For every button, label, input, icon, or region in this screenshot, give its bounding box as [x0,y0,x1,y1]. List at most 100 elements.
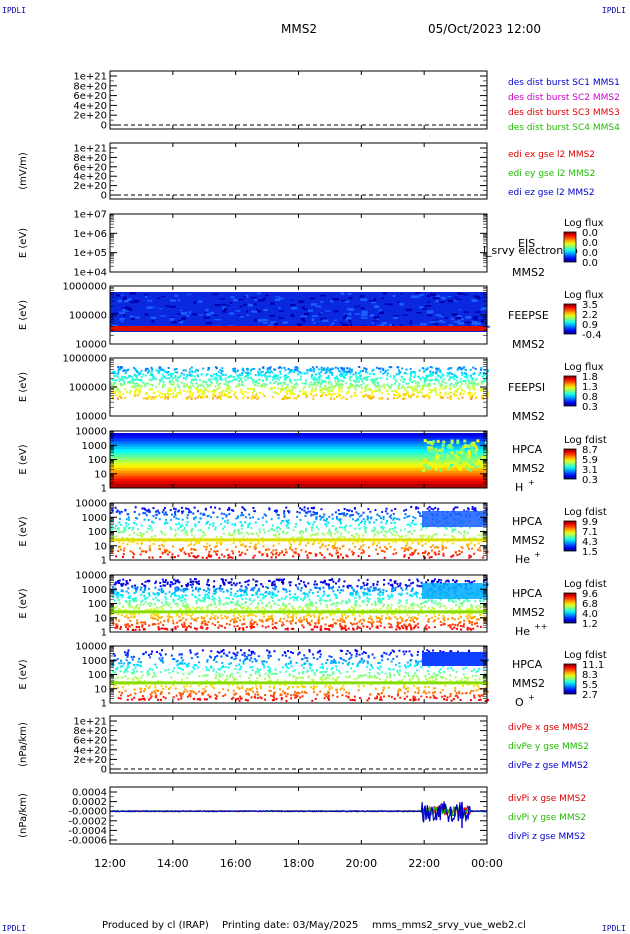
spectrogram-pixel [420,528,423,531]
spectrogram-pixel [371,543,374,546]
spectrogram-pixel [194,397,197,400]
spectrogram-pixel [133,393,136,396]
spectrogram-pixel [365,592,368,595]
spectrogram-pixel [161,368,164,371]
y-tick-label: 1000000 [62,354,107,365]
spectrogram-pixel [465,598,468,601]
spectrogram-pixel [206,520,209,523]
spectrogram-pixel [420,514,423,517]
spectrogram-pixel [473,388,476,391]
spectrogram-pixel [246,396,249,399]
spectrogram-pixel [263,385,266,388]
spectrogram-pixel [432,606,435,609]
spectrogram-pixel [122,383,125,386]
spectrogram-pixel [138,391,141,394]
spectrogram-pixel [211,622,214,625]
spectrogram-pixel [194,618,197,621]
spectrogram-pixel [357,523,360,526]
spectrogram-pixel [239,595,242,598]
datetime-title: 05/Oct/2023 12:00 [428,22,542,36]
spectrogram-pixel [190,533,193,536]
spectrogram-pixel [349,372,352,375]
spectrogram-pixel [158,379,161,382]
spectrogram-pixel [389,579,392,582]
spectrogram-pixel [240,523,243,526]
spectrogram-pixel [260,371,263,374]
spectrogram-pixel [475,378,478,381]
spectrogram-pixel [319,552,322,555]
spectrogram-pixel [339,394,342,397]
spectrogram-speck [348,296,353,300]
spectrogram-speck [121,307,127,310]
spectrogram-pixel [447,467,451,471]
spectrogram-pixel [362,625,365,628]
spectrogram-pixel [148,547,151,550]
spectrogram-pixel [386,547,389,550]
spectrogram-pixel [218,603,221,606]
spectrogram-pixel [361,613,364,616]
spectrogram-pixel [406,592,409,595]
spectrogram-pixel [293,379,296,382]
spectrogram-pixel [206,385,209,388]
spectrogram-pixel [165,513,168,516]
spectrogram-pixel [248,513,251,516]
spectrogram-pixel [402,377,405,380]
spectrogram-pixel [151,369,154,372]
spectrogram-pixel [430,374,433,377]
spectrogram-pixel [318,378,321,381]
spectrogram-pixel [229,556,232,559]
spectrogram-pixel [439,468,443,472]
spectrogram-pixel [254,548,257,551]
spectrogram-pixel [448,367,451,370]
spectrogram-speck [257,319,264,322]
spectrogram-pixel [434,467,438,471]
spectrogram-pixel [168,591,171,594]
spectrogram-pixel [456,554,459,557]
spectrogram-pixel [303,386,306,389]
spectrogram-pixel [190,552,193,555]
spectrogram-pixel [458,461,462,465]
spectrogram-pixel [282,387,285,390]
species-label: He [515,553,530,566]
spectrogram-pixel [332,590,335,593]
spectrogram-pixel [248,597,251,600]
spectrogram-pixel [376,552,379,555]
spectrogram-pixel [154,395,157,398]
spectrogram-speck [243,295,247,298]
spectrogram-pixel [353,394,356,397]
spectrogram-pixel [336,392,339,395]
spectrogram-pixel [470,462,474,466]
spectrogram-pixel [183,551,186,554]
spectrogram-pixel [288,511,291,514]
spectrogram-pixel [307,522,310,525]
spectrogram-pixel [324,394,327,397]
spectrogram-speck [301,306,305,310]
spectrogram-pixel [464,382,467,385]
spectrogram-pixel [284,548,287,551]
spectrogram-pixel [432,620,435,623]
spectrogram-pixel [334,532,337,535]
spectrogram-pixel [134,388,137,391]
spectrogram-pixel [122,542,125,545]
spectrogram-pixel [162,580,165,583]
spectrogram-pixel [133,373,136,376]
spectrogram-pixel [368,617,371,620]
colorbar-tick-label: 3.5 [582,300,598,311]
spectrogram-pixel [454,454,458,458]
spectrogram-pixel [200,607,203,610]
spectrogram-pixel [406,390,409,393]
spectrogram-pixel [442,617,445,620]
spectrogram-pixel [322,387,325,390]
spectrogram-pixel [360,552,363,555]
spectrogram-pixel [366,600,369,603]
spectrogram-pixel [272,534,275,537]
spectrogram-pixel [182,588,185,591]
spectrogram-pixel [113,583,116,586]
spectrogram-pixel [126,369,129,372]
spectrogram-pixel [456,627,459,630]
spectrogram-speck [419,306,424,309]
spectrogram-pixel [232,509,235,512]
spectrogram-pixel [176,380,179,383]
spectrogram-pixel [398,518,401,521]
